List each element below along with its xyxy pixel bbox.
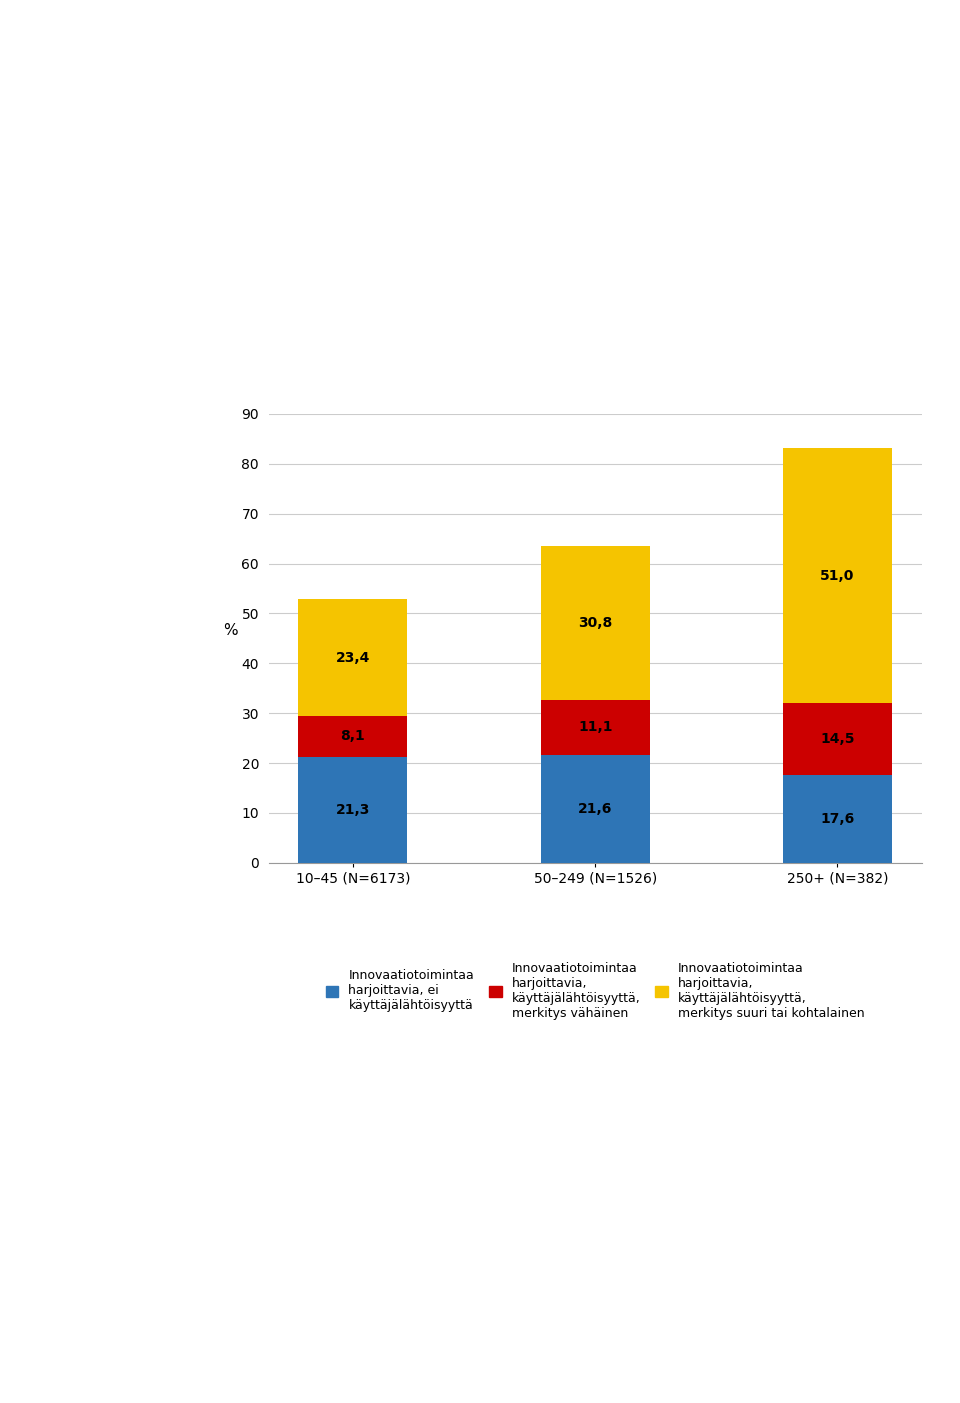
Text: 11,1: 11,1 [578, 720, 612, 734]
Text: 51,0: 51,0 [820, 568, 854, 582]
Text: 8,1: 8,1 [341, 730, 366, 744]
Bar [540, 755, 650, 863]
Bar [540, 700, 650, 755]
Bar [783, 774, 892, 863]
Y-axis label: %: % [223, 623, 238, 638]
Text: 23,4: 23,4 [336, 651, 371, 665]
Bar [299, 716, 407, 756]
Text: 21,3: 21,3 [336, 803, 371, 817]
Legend: Innovaatiotoimintaa
harjoittavia, ei
käyttäjälähtöisyyttä, Innovaatiotoimintaa
h: Innovaatiotoimintaa harjoittavia, ei käy… [325, 961, 865, 1020]
Bar [783, 703, 892, 774]
Bar [783, 449, 892, 703]
Text: 30,8: 30,8 [578, 616, 612, 630]
Text: 17,6: 17,6 [820, 812, 854, 826]
Bar [540, 546, 650, 700]
Text: 21,6: 21,6 [578, 803, 612, 817]
Text: 14,5: 14,5 [820, 732, 854, 746]
Bar [299, 599, 407, 716]
Bar [299, 756, 407, 863]
